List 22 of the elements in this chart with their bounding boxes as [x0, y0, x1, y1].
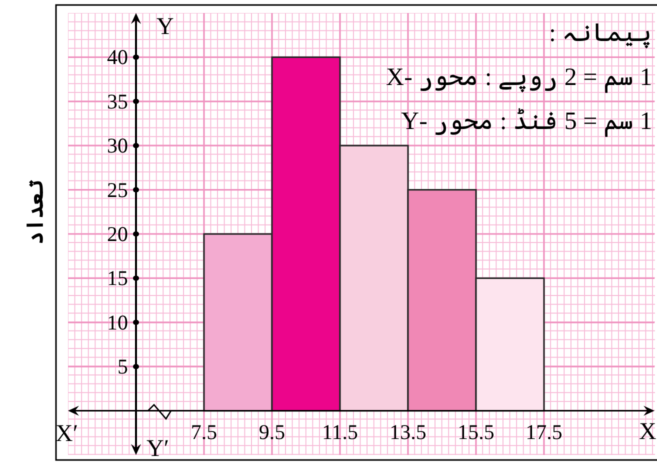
x-tick-label: 9.5 [258, 420, 286, 444]
y-tick-label: 15 [107, 266, 128, 290]
annotation: Y [156, 14, 174, 40]
x-tick-label: 17.5 [526, 420, 562, 444]
y-tick-label: 30 [107, 134, 128, 158]
annotation: 1 سم = 2 روپے : محور -X [386, 64, 652, 90]
annotation: X [639, 419, 656, 445]
annotation: Y′ [146, 436, 170, 462]
x-tick-label: 15.5 [458, 420, 494, 444]
y-axis-title: تعداد [22, 180, 47, 244]
x-tick-label: 13.5 [390, 420, 426, 444]
annotation: X′ [56, 421, 78, 447]
y-tick-label: 10 [107, 310, 128, 334]
y-tick-label: 25 [107, 178, 128, 202]
y-tick-label: 35 [107, 89, 128, 114]
x-tick-label: 7.5 [190, 420, 218, 444]
x-tick-label: 11.5 [322, 420, 358, 444]
y-tick-label: 5 [118, 354, 128, 379]
annotation: پیمانہ : [549, 20, 652, 46]
y-tick-label: 20 [107, 222, 128, 246]
y-tick-label: 40 [107, 45, 128, 70]
annotation: 1 سم = 5 فنڈ : محور -Y [401, 108, 652, 134]
